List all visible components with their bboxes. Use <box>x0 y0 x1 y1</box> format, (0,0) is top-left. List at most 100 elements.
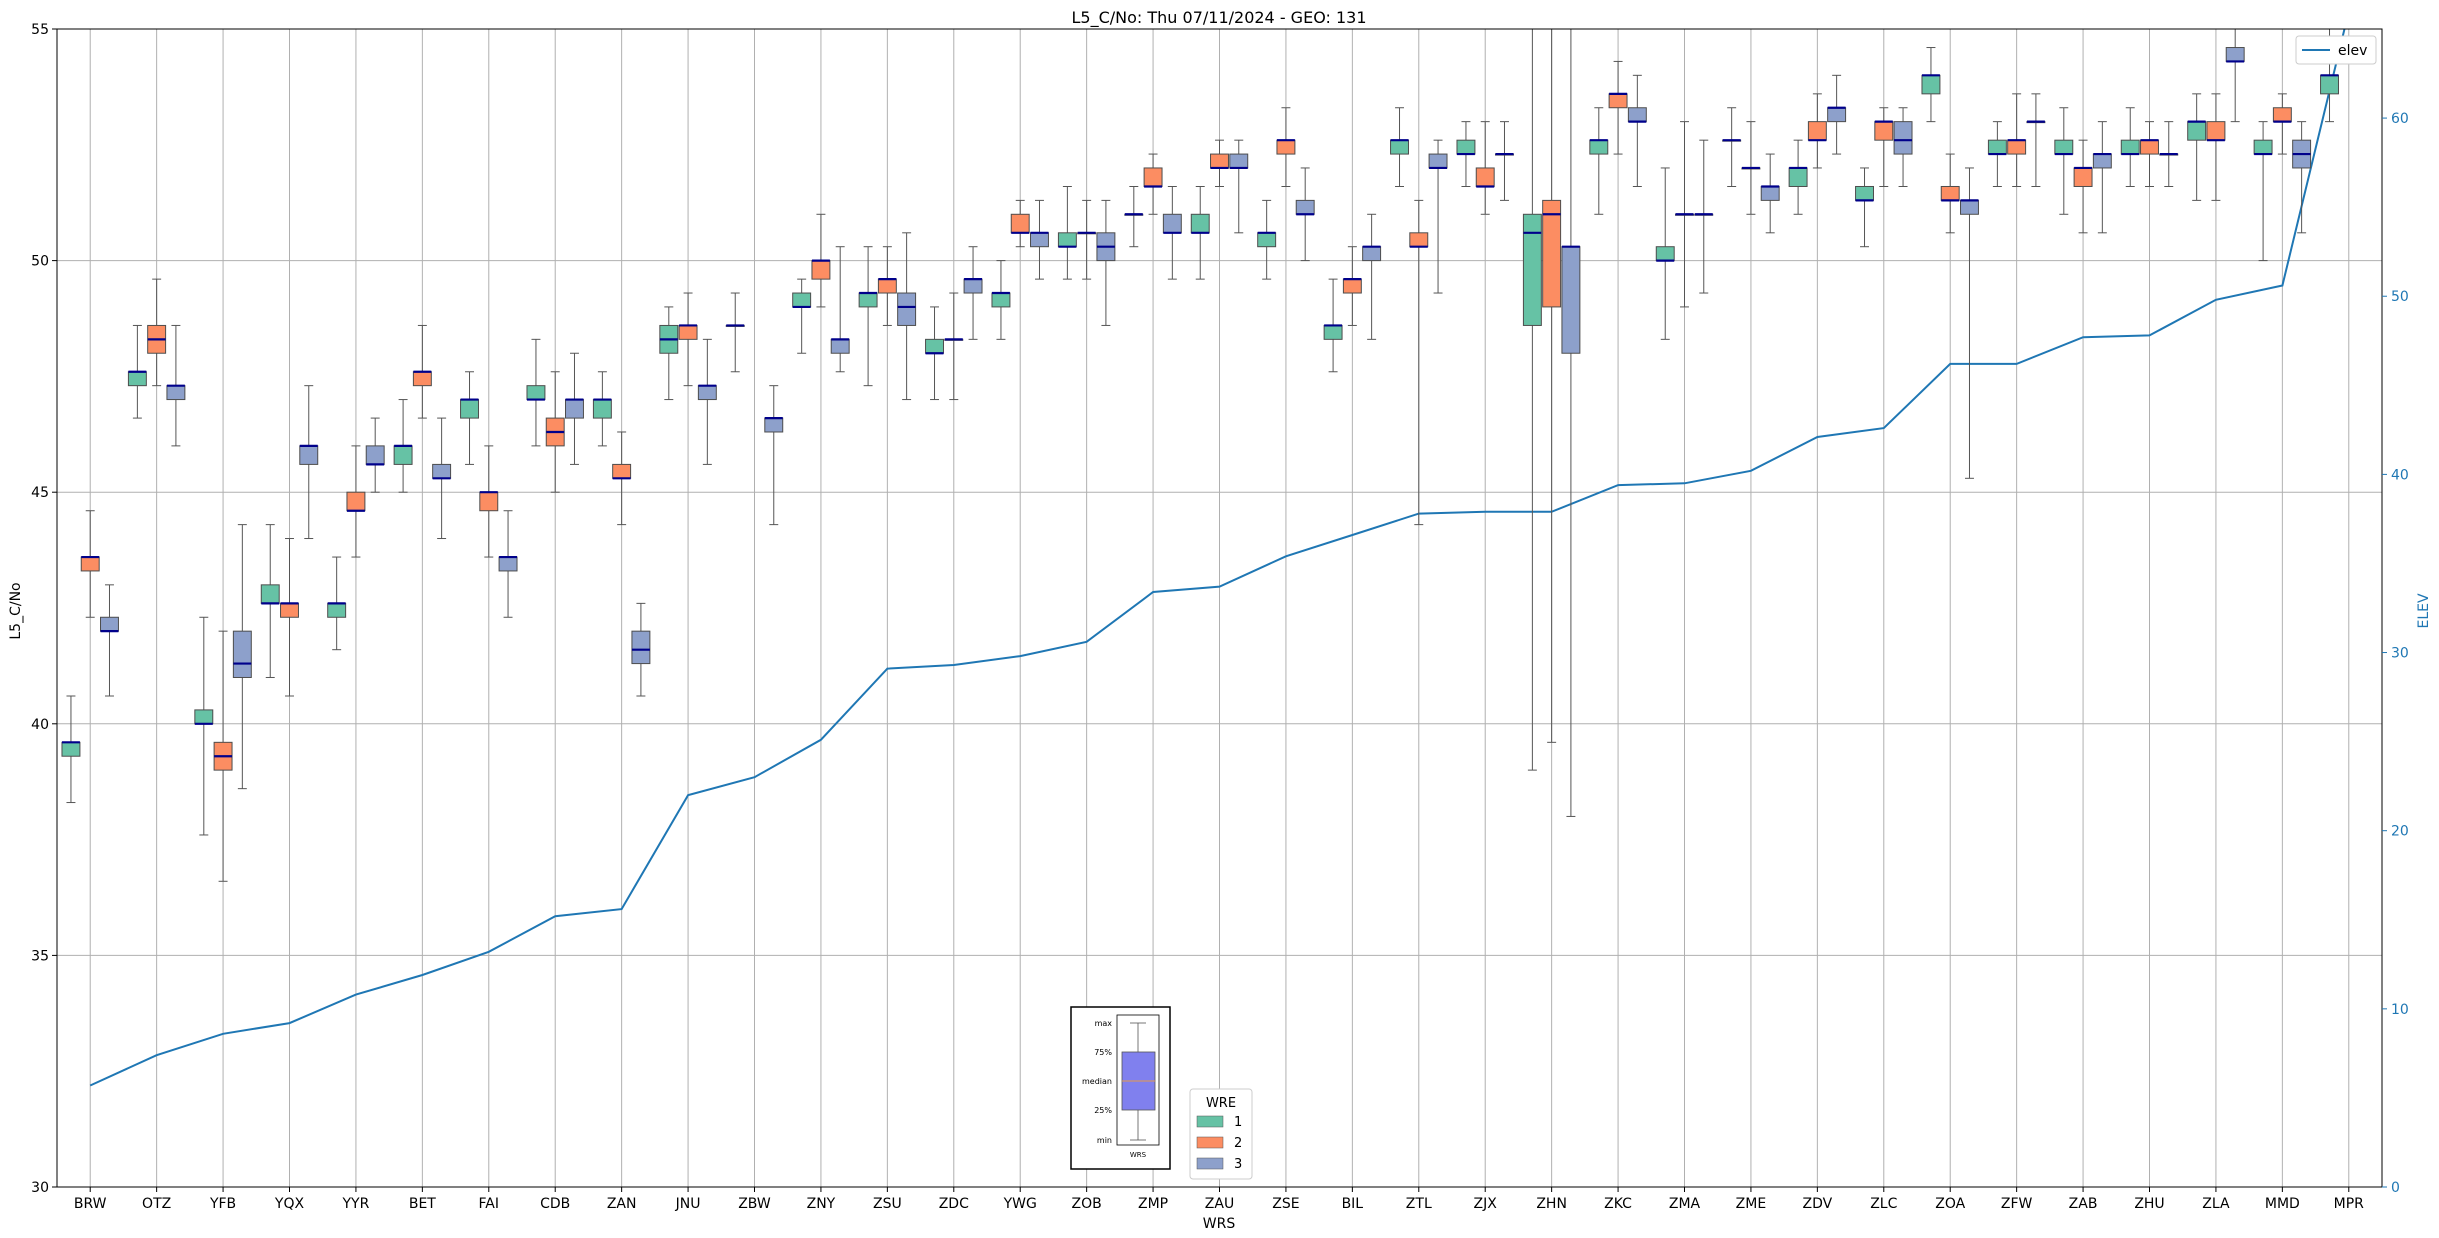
x-tick-label: ZHN <box>1536 1196 1567 1212</box>
box-wre1-zlc <box>1855 167 1874 248</box>
box-iqr <box>2007 139 2027 155</box>
x-tick-label: ZMA <box>1669 1196 1701 1212</box>
box-wre1-zhu <box>2120 107 2140 187</box>
y-tick-label: 40 <box>31 717 49 733</box>
box-iqr <box>2253 139 2273 155</box>
x-tick-label: ZMP <box>1138 1196 1168 1212</box>
box-wre3-zny <box>830 246 850 373</box>
box-series <box>61 29 2339 882</box>
box-iqr <box>412 371 432 387</box>
box-wre3-zdc <box>963 246 983 340</box>
box-iqr <box>877 278 897 294</box>
y2-tick-label: 40 <box>2391 467 2409 483</box>
x-tick-label: ZSU <box>873 1196 902 1212</box>
box-iqr <box>460 399 479 419</box>
box-iqr <box>299 445 319 465</box>
box-wre3-bil <box>1362 213 1382 340</box>
y2-tick-label: 10 <box>2391 1002 2409 1018</box>
box-iqr <box>1807 121 1827 141</box>
box-wre2-fai <box>479 445 499 558</box>
box-iqr <box>1475 167 1495 187</box>
x-tick-label: BET <box>409 1196 436 1212</box>
box-iqr <box>1940 185 1960 201</box>
box-wre1-yqx <box>260 524 280 678</box>
box-wre2-mmd <box>2272 93 2292 155</box>
box-iqr <box>2320 74 2339 95</box>
box-iqr <box>2092 153 2112 169</box>
box-wre2-zhu <box>2140 121 2159 187</box>
x-tick-label: FAI <box>479 1196 499 1212</box>
box-iqr <box>1561 246 1581 354</box>
box-iqr <box>1655 246 1675 262</box>
box-wre3-brw <box>100 584 119 697</box>
box-wre3-zmp <box>1162 185 1182 280</box>
elev-series <box>89 29 2346 1087</box>
box-wre1-zbw <box>725 292 745 373</box>
x-tick-label: ZTL <box>1406 1196 1432 1212</box>
box-wre3-zau <box>1229 139 1249 234</box>
x-tick-label: ZAN <box>607 1196 637 1212</box>
box-iqr <box>2272 107 2292 123</box>
x-tick-label: ZOB <box>1072 1196 1102 1212</box>
box-iqr <box>260 584 280 604</box>
inset-label-q3: 75% <box>1094 1048 1112 1057</box>
x-tick-label: CDB <box>540 1196 570 1212</box>
wre-legend-label-3: 3 <box>1234 1157 1242 1172</box>
x-axis-label: WRS <box>1203 1216 1236 1232</box>
box-wre2-zfw <box>2007 93 2027 187</box>
box-iqr <box>80 556 100 572</box>
box-iqr <box>792 292 812 308</box>
box-iqr <box>1788 167 1808 187</box>
box-wre2-bil <box>1342 246 1362 326</box>
box-wre2-zoa <box>1940 153 1960 234</box>
box-wre3-otz <box>166 324 186 447</box>
box-iqr <box>764 417 784 433</box>
y2-tick-label: 50 <box>2391 289 2409 305</box>
box-wre3-zma <box>1694 139 1714 294</box>
box-wre3-zhn <box>1561 29 1581 817</box>
x-tick-label: ZJX <box>1474 1196 1498 1212</box>
box-wre3-ywg <box>1030 199 1049 280</box>
box-iqr <box>612 463 632 479</box>
box-iqr <box>963 278 983 294</box>
box-iqr <box>1627 107 1647 123</box>
box-iqr <box>1295 199 1315 215</box>
chart-title: L5_C/No: Thu 07/11/2024 - GEO: 131 <box>1071 8 1366 28</box>
box-wre3-fai <box>498 510 518 618</box>
box-iqr <box>1390 139 1409 155</box>
y2-tick-label: 20 <box>2391 824 2409 840</box>
box-wre2-zmp <box>1143 153 1163 215</box>
box-wre1-otz <box>127 324 147 419</box>
x-tick-label: ZOA <box>1935 1196 1965 1212</box>
box-wre3-zjx <box>1495 121 1514 201</box>
box-wre2-brw <box>80 510 100 618</box>
y-axis-label: L5_C/No <box>8 582 24 639</box>
x-tick-label: ZLC <box>1870 1196 1897 1212</box>
box-wre2-ywg <box>1010 199 1030 248</box>
elev-legend: elev <box>2295 35 2377 65</box>
x-tick-label: ZME <box>1736 1196 1767 1212</box>
box-wre2-zsu <box>877 246 897 326</box>
box-iqr <box>897 292 917 326</box>
box-wre3-zbw <box>764 385 784 526</box>
box-iqr <box>991 292 1011 308</box>
wre-legend-swatch-2 <box>1196 1136 1224 1149</box>
box-wre3-yqx <box>299 385 319 540</box>
box-iqr <box>2054 139 2074 155</box>
box-wre1-zma <box>1655 167 1675 340</box>
inset-xlabel: WRS <box>1130 1151 1147 1159</box>
x-tick-label: ZHU <box>2134 1196 2164 1212</box>
box-iqr <box>2120 139 2140 155</box>
box-wre2-zkc <box>1608 60 1628 155</box>
box-wre1-zdv <box>1788 139 1808 215</box>
box-explainer-inset: max 75% median 25% min WRS <box>1070 1006 1171 1170</box>
box-wre1-fai <box>460 371 479 465</box>
box-wre2-zab <box>2073 139 2093 234</box>
inset-label-q1: 25% <box>1094 1106 1112 1115</box>
box-iqr <box>365 445 385 465</box>
box-iqr <box>1190 213 1210 234</box>
box-wre2-otz <box>147 278 167 387</box>
box-iqr <box>432 463 452 479</box>
box-wre2-zla <box>2206 93 2226 201</box>
box-iqr <box>327 602 347 618</box>
